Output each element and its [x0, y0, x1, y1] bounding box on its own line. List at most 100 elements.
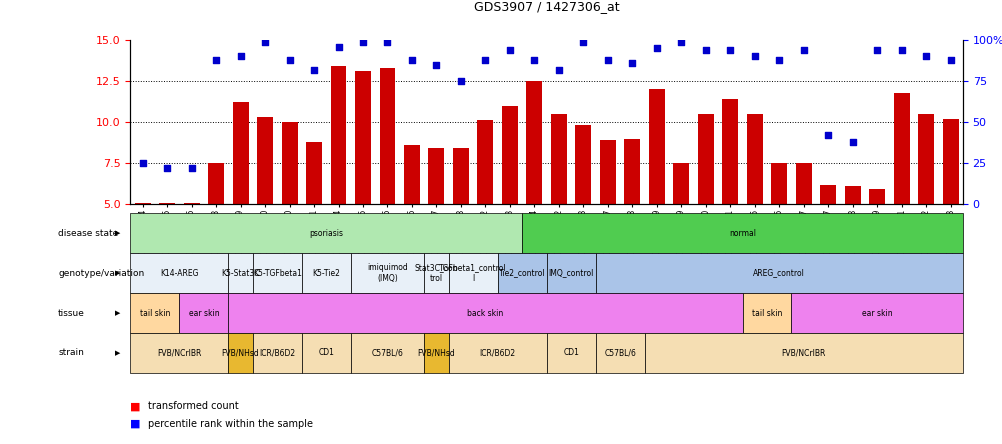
- Point: [257, 38, 273, 45]
- Point: [942, 56, 958, 63]
- Text: tissue: tissue: [58, 309, 85, 317]
- Bar: [820, 185, 836, 204]
- Text: genotype/variation: genotype/variation: [58, 269, 144, 278]
- Point: [282, 56, 298, 63]
- Text: tail skin: tail skin: [752, 309, 782, 317]
- Text: FVB/NHsd: FVB/NHsd: [221, 349, 260, 357]
- Text: imiquimod
(IMQ): imiquimod (IMQ): [367, 263, 408, 283]
- Point: [355, 38, 371, 45]
- Bar: [526, 81, 542, 204]
- Bar: [208, 163, 223, 204]
- Bar: [134, 202, 150, 204]
- Point: [575, 38, 591, 45]
- Bar: [183, 203, 199, 204]
- Text: C57BL/6: C57BL/6: [371, 349, 403, 357]
- Point: [697, 46, 713, 53]
- Bar: [282, 122, 298, 204]
- Text: FVB/NCrIBR: FVB/NCrIBR: [157, 349, 201, 357]
- Text: transformed count: transformed count: [148, 401, 238, 411]
- Point: [477, 56, 493, 63]
- Bar: [893, 92, 909, 204]
- Bar: [746, 114, 762, 204]
- Text: K5-Tie2: K5-Tie2: [312, 269, 340, 278]
- Bar: [501, 106, 517, 204]
- Text: K5-Stat3C: K5-Stat3C: [221, 269, 260, 278]
- Point: [134, 160, 150, 167]
- Point: [207, 56, 223, 63]
- Point: [623, 59, 639, 67]
- Text: K5-TGFbeta1: K5-TGFbeta1: [253, 269, 302, 278]
- Point: [501, 46, 517, 53]
- Text: GDS3907 / 1427306_at: GDS3907 / 1427306_at: [473, 0, 619, 13]
- Bar: [550, 114, 566, 204]
- Point: [526, 56, 542, 63]
- Point: [648, 44, 664, 52]
- Bar: [844, 186, 860, 204]
- Bar: [869, 190, 884, 204]
- Bar: [159, 203, 175, 204]
- Text: tail skin: tail skin: [139, 309, 170, 317]
- Point: [183, 165, 199, 172]
- Point: [820, 132, 836, 139]
- Text: FVB/NCrIBR: FVB/NCrIBR: [781, 349, 825, 357]
- Bar: [697, 114, 713, 204]
- Point: [672, 38, 688, 45]
- Point: [330, 43, 347, 50]
- Point: [745, 53, 763, 60]
- Bar: [306, 142, 322, 204]
- Bar: [624, 139, 639, 204]
- Point: [159, 165, 175, 172]
- Bar: [575, 125, 591, 204]
- Point: [893, 46, 909, 53]
- Point: [795, 46, 811, 53]
- Bar: [648, 89, 664, 204]
- Bar: [942, 119, 958, 204]
- Text: ear skin: ear skin: [861, 309, 892, 317]
- Text: strain: strain: [58, 349, 84, 357]
- Text: ▶: ▶: [115, 310, 120, 316]
- Text: ▶: ▶: [115, 230, 120, 236]
- Text: normal: normal: [728, 229, 756, 238]
- Text: Tie2_control: Tie2_control: [498, 269, 545, 278]
- Text: C57BL/6: C57BL/6: [603, 349, 635, 357]
- Bar: [721, 99, 737, 204]
- Point: [771, 56, 787, 63]
- Text: ICR/B6D2: ICR/B6D2: [259, 349, 295, 357]
- Text: IMQ_control: IMQ_control: [548, 269, 593, 278]
- Point: [428, 61, 444, 68]
- Point: [721, 46, 737, 53]
- Text: CD1: CD1: [318, 349, 334, 357]
- Bar: [355, 71, 371, 204]
- Bar: [599, 140, 615, 204]
- Point: [599, 56, 615, 63]
- Point: [453, 77, 469, 84]
- Text: K14-AREG: K14-AREG: [160, 269, 198, 278]
- Text: ▶: ▶: [115, 350, 120, 356]
- Point: [379, 38, 395, 45]
- Text: disease state: disease state: [58, 229, 118, 238]
- Bar: [453, 148, 468, 204]
- Bar: [428, 148, 444, 204]
- Text: percentile rank within the sample: percentile rank within the sample: [148, 419, 314, 429]
- Point: [404, 56, 420, 63]
- Text: psoriasis: psoriasis: [309, 229, 343, 238]
- Point: [844, 138, 860, 145]
- Text: FVB/NHsd: FVB/NHsd: [417, 349, 455, 357]
- Text: ■: ■: [130, 419, 140, 429]
- Bar: [477, 120, 493, 204]
- Text: back skin: back skin: [467, 309, 503, 317]
- Text: AREG_control: AREG_control: [753, 269, 805, 278]
- Text: Stat3C_con
trol: Stat3C_con trol: [415, 263, 458, 283]
- Bar: [771, 163, 787, 204]
- Bar: [672, 163, 688, 204]
- Bar: [795, 163, 811, 204]
- Bar: [232, 103, 248, 204]
- Point: [550, 66, 566, 73]
- Text: CD1: CD1: [562, 349, 578, 357]
- Bar: [404, 145, 420, 204]
- Text: ■: ■: [130, 401, 140, 411]
- Point: [306, 66, 322, 73]
- Text: ICR/B6D2: ICR/B6D2: [479, 349, 515, 357]
- Text: ear skin: ear skin: [188, 309, 219, 317]
- Text: TGFbeta1_control
l: TGFbeta1_control l: [439, 263, 506, 283]
